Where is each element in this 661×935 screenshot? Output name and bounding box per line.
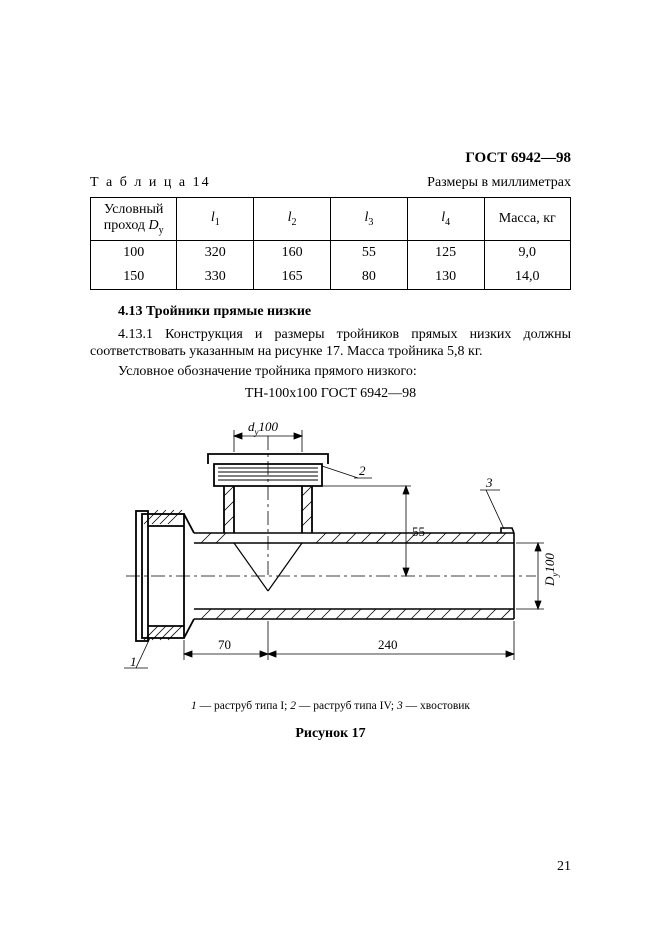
table-row: 100 320 160 55 125 9,0 — [91, 240, 571, 265]
tee-drawing: dy100 55 Dy100 — [96, 416, 566, 676]
col-l3-sub: 3 — [368, 217, 373, 228]
callout-1: 1 — [130, 654, 137, 669]
cell-d: 150 — [91, 265, 177, 290]
dim-55: 55 — [412, 524, 425, 539]
col-mass: Масса, кг — [499, 211, 556, 226]
col-l1-sub: 1 — [215, 217, 220, 228]
cell-l2: 160 — [254, 240, 331, 265]
cell-l4: 130 — [407, 265, 484, 290]
legend-txt-3: — хвостовик — [403, 700, 470, 712]
col-l2-sub: 2 — [292, 217, 297, 228]
cell-l2: 165 — [254, 265, 331, 290]
figure-17: dy100 55 Dy100 — [90, 416, 571, 742]
table-units: Размеры в миллиметрах — [427, 175, 571, 191]
figure-caption: Рисунок 17 — [90, 726, 571, 742]
legend-txt-2: — раструб типа IV; — [296, 700, 397, 712]
section-title: 4.13 Тройники прямые низкие — [90, 304, 571, 320]
cell-l1: 320 — [177, 240, 254, 265]
page-number: 21 — [557, 859, 571, 875]
cell-m: 14,0 — [484, 265, 570, 290]
table-row: 150 330 165 80 130 14,0 — [91, 265, 571, 290]
col-l4-sub: 4 — [445, 217, 450, 228]
col-d-sub: y — [159, 225, 164, 236]
cell-m: 9,0 — [484, 240, 570, 265]
dim-dy-right: Dy100 — [542, 553, 560, 587]
callout-2: 2 — [359, 463, 366, 478]
dim-240: 240 — [378, 637, 398, 652]
table-header-row: Условный проход Dy l1 l2 l3 l4 Масса, кг — [91, 198, 571, 241]
cell-d: 100 — [91, 240, 177, 265]
col-d-line2: проход — [104, 218, 149, 233]
dimensions-table: Условный проход Dy l1 l2 l3 l4 Масса, кг… — [90, 197, 571, 290]
designation: ТН-100х100 ГОСТ 6942—98 — [90, 386, 571, 402]
table-number: Т а б л и ц а 14 — [90, 175, 211, 191]
dim-dy-top: dy100 — [248, 419, 279, 437]
paragraph: Условное обозначение тройника прямого ни… — [90, 363, 571, 381]
cell-l1: 330 — [177, 265, 254, 290]
legend-txt-1: — раструб типа I; — [197, 700, 291, 712]
col-d-line1: Условный — [104, 202, 163, 217]
paragraph: 4.13.1 Конструкция и размеры тройников п… — [90, 326, 571, 361]
cell-l4: 125 — [407, 240, 484, 265]
standard-header: ГОСТ 6942—98 — [90, 150, 571, 167]
cell-l3: 80 — [330, 265, 407, 290]
table-caption: Т а б л и ц а 14 Размеры в миллиметрах — [90, 175, 571, 191]
figure-legend: 1 — раструб типа I; 2 — раструб типа IV;… — [90, 700, 571, 712]
cell-l3: 55 — [330, 240, 407, 265]
callout-3: 3 — [485, 475, 493, 490]
dim-70: 70 — [218, 637, 231, 652]
col-d-sym: D — [149, 218, 159, 233]
